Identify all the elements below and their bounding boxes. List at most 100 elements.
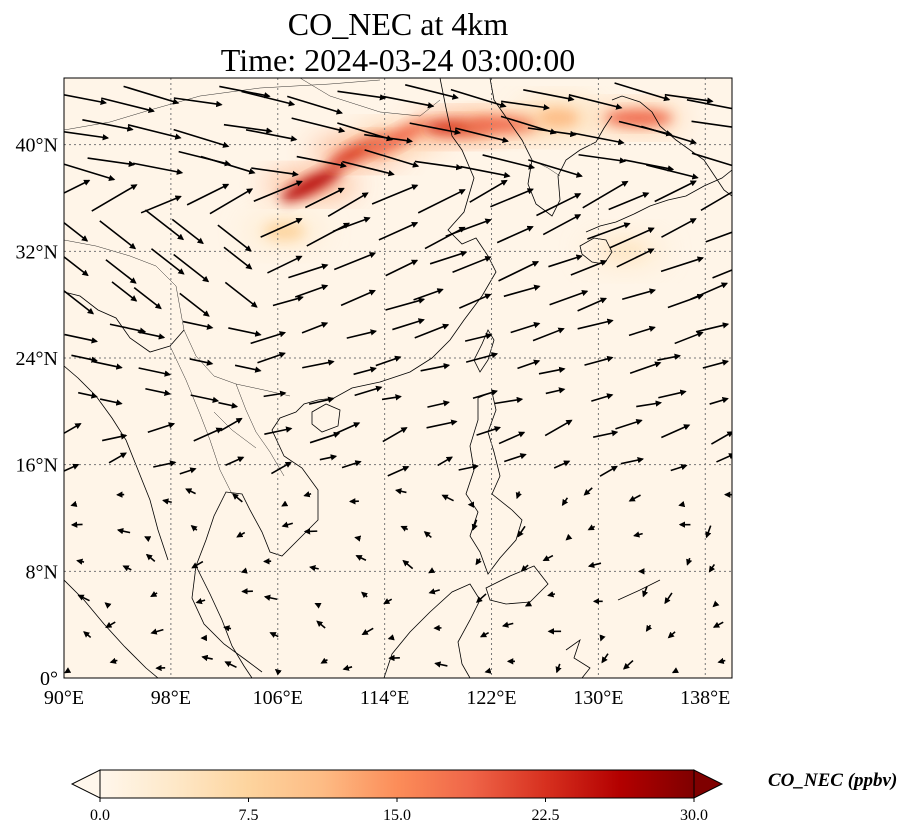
- wind-arrow: [218, 401, 239, 409]
- wind-arrow: [337, 90, 387, 101]
- wind-arrow: [658, 389, 687, 399]
- wind-arrow: [303, 491, 312, 498]
- wind-arrow: [646, 164, 699, 180]
- wind-arrow: [263, 594, 278, 601]
- wind-arrow: [423, 531, 432, 539]
- wind-arrow: [64, 289, 95, 315]
- wind-arrow: [173, 128, 230, 148]
- colorbar-tick-label: 15.0: [383, 807, 411, 824]
- wind-arrow: [173, 253, 210, 283]
- wind-arrow: [133, 286, 162, 310]
- wind-arrow: [542, 554, 554, 562]
- co-plume-7: [264, 222, 305, 241]
- wind-arrow: [385, 297, 426, 311]
- wind-arrow: [387, 634, 395, 641]
- wind-arrow: [225, 456, 245, 467]
- wind-arrow: [503, 284, 541, 298]
- wind-arrow: [622, 659, 634, 670]
- wind-arrow: [333, 252, 377, 271]
- wind-arrow: [458, 463, 479, 471]
- wind-arrow: [484, 667, 492, 674]
- wind-arrow: [691, 120, 732, 128]
- wind-arrow: [138, 367, 171, 377]
- wind-arrow: [686, 99, 732, 112]
- wind-arrow: [193, 427, 223, 442]
- wind-arrow: [251, 167, 299, 178]
- wind-arrow: [296, 155, 347, 169]
- wind-arrow: [340, 289, 376, 307]
- wind-arrow: [601, 653, 609, 664]
- wind-arrow: [517, 359, 541, 370]
- wind-arrow: [291, 117, 346, 134]
- wind-arrow: [105, 621, 116, 628]
- wind-arrow: [381, 394, 402, 401]
- wind-arrow: [245, 129, 298, 142]
- colorbar-extend-low: [70, 769, 101, 799]
- wind-arrow: [476, 593, 487, 603]
- chart-subtitle: Time: 2024-03-24 03:00:00: [220, 42, 576, 78]
- y-tick-label: 16°N: [16, 455, 58, 477]
- wind-arrow: [414, 160, 463, 171]
- wind-arrow: [705, 231, 732, 243]
- wind-arrow: [354, 385, 383, 397]
- wind-arrow: [223, 625, 232, 632]
- wind-arrow: [314, 602, 322, 609]
- wind-arrow: [150, 248, 185, 275]
- wind-arrow: [555, 663, 562, 674]
- wind-arrow: [145, 387, 171, 396]
- wind-arrow: [434, 661, 448, 668]
- wind-arrow: [387, 465, 410, 477]
- wind-arrow: [527, 127, 577, 138]
- wind-arrow: [364, 149, 420, 168]
- wind-arrow: [691, 152, 732, 167]
- wind-arrow: [498, 261, 540, 282]
- wind-arrow: [414, 323, 450, 339]
- wind-arrow: [223, 123, 273, 134]
- wind-arrow: [64, 163, 116, 182]
- wind-arrow: [709, 397, 729, 405]
- wind-arrow: [711, 431, 732, 445]
- wind-arrow: [577, 318, 614, 330]
- x-tick-label: 90°E: [44, 687, 84, 709]
- wind-arrow: [223, 246, 253, 270]
- wind-arrow: [127, 124, 182, 140]
- wind-arrow: [654, 180, 697, 203]
- wind-arrow: [327, 192, 369, 217]
- wind-arrow: [582, 180, 629, 209]
- wind-arrow: [504, 453, 527, 463]
- co-field-layer: [244, 102, 685, 268]
- wind-arrow: [428, 567, 436, 574]
- wind-arrow: [427, 400, 450, 408]
- wind-arrow: [309, 565, 319, 572]
- wind-arrow: [264, 426, 293, 435]
- wind-arrow: [346, 329, 377, 339]
- colorbar-tick-label: 30.0: [680, 807, 708, 824]
- wind-arrow: [671, 667, 680, 674]
- wind-arrow: [269, 632, 279, 638]
- wind-arrow: [162, 498, 172, 505]
- wind-arrow: [267, 255, 303, 274]
- wind-arrow: [501, 100, 550, 111]
- wind-arrow: [686, 557, 693, 566]
- wind-arrow: [405, 84, 459, 100]
- wind-arrow: [182, 320, 214, 330]
- wind-arrow: [464, 332, 493, 342]
- wind-arrow: [64, 667, 72, 674]
- wind-arrow: [523, 89, 575, 102]
- wind-arrow: [308, 396, 335, 405]
- wind-arrow: [549, 290, 589, 306]
- wind-arrow: [76, 558, 85, 565]
- wind-arrow: [636, 400, 663, 408]
- wind-arrow: [616, 248, 655, 268]
- wind-arrow: [583, 487, 593, 496]
- wind-arrow: [147, 422, 176, 433]
- wind-arrow: [628, 325, 656, 337]
- wind-arrow: [123, 85, 180, 105]
- wind-arrow: [661, 218, 697, 238]
- wind-arrow: [553, 460, 571, 469]
- wind-arrow: [661, 424, 691, 439]
- wind-arrow: [271, 461, 292, 475]
- wind-arrow: [309, 431, 341, 444]
- wind-arrow: [695, 322, 730, 333]
